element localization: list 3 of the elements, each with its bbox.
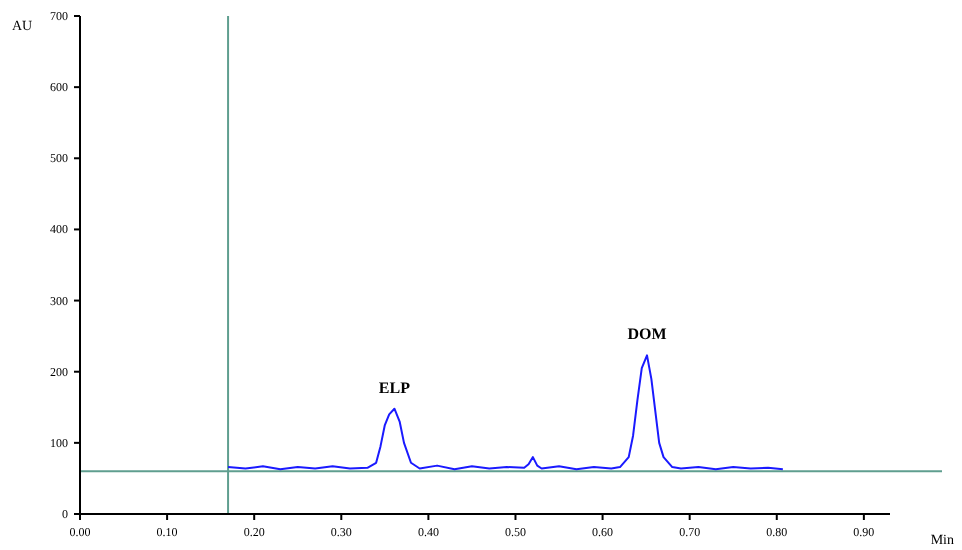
annotation: ELP — [378, 378, 411, 397]
line-series — [227, 354, 784, 471]
annotation: DOM — [627, 325, 668, 344]
